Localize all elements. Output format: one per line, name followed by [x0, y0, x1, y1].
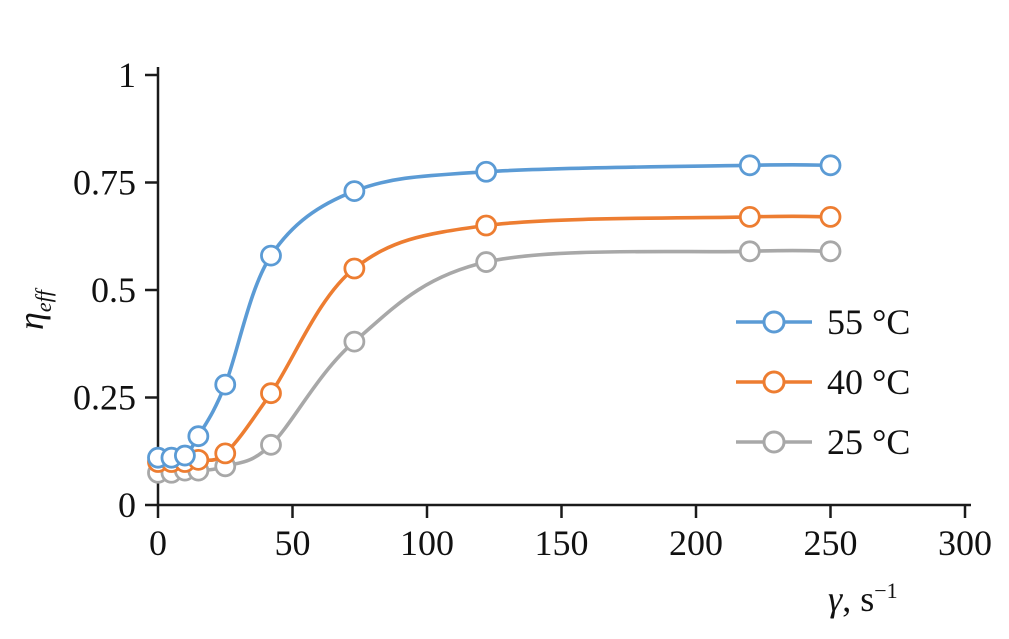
legend-marker-40c-icon: [736, 370, 812, 394]
series-marker-25°C: [475, 251, 498, 273]
y-tick-label: 0: [118, 485, 136, 525]
legend-label-40c: 40 °C: [827, 362, 911, 402]
legend-marker-25c-icon: [736, 430, 812, 454]
legend-item-55c: 55 °C: [733, 300, 910, 344]
legend-item-40c: 40 °C: [733, 360, 910, 404]
series-marker-55°C: [475, 160, 498, 183]
x-tick-label: 50: [275, 523, 311, 563]
x-tick-label: 0: [149, 523, 167, 563]
series-marker-40°C: [819, 205, 842, 228]
series-marker-55°C: [187, 425, 210, 448]
series-marker-55°C: [260, 244, 282, 267]
series-marker-25°C: [260, 433, 282, 456]
y-tick-label: 1: [118, 55, 136, 95]
series-marker-55°C: [173, 444, 196, 467]
y-axis-subscript: eff: [31, 290, 57, 313]
legend-label-25c: 25 °C: [827, 422, 911, 462]
series-marker-55°C: [343, 180, 366, 203]
legend: 55 °C 40 °C 25 °C: [733, 300, 910, 464]
legend-marker-55c-icon: [736, 310, 812, 334]
x-axis-exponent: −1: [874, 578, 898, 603]
x-tick-label: 250: [804, 523, 858, 563]
legend-item-25c: 25 °C: [733, 420, 910, 464]
series-marker-40°C: [214, 442, 237, 465]
series-marker-25°C: [819, 240, 842, 263]
y-axis-symbol: η: [11, 312, 51, 330]
y-tick-label: 0.75: [73, 163, 136, 203]
x-tick-label: 100: [400, 523, 454, 563]
series-marker-25°C: [343, 330, 366, 353]
y-tick-label: 0.25: [73, 378, 136, 418]
legend-label-55c: 55 °C: [827, 302, 911, 342]
series-marker-40°C: [343, 257, 366, 280]
y-tick-label: 0.5: [91, 270, 136, 310]
x-axis-symbol: γ: [828, 579, 843, 619]
series-line-55°C: [156, 163, 833, 460]
x-tick-label: 300: [938, 523, 992, 563]
x-axis-label: γ, s−1: [828, 578, 898, 620]
series-marker-55°C: [214, 373, 237, 396]
x-tick-label: 200: [669, 523, 723, 563]
x-axis-unit: , s: [842, 579, 875, 619]
y-axis-label: ηeff: [10, 250, 57, 370]
series-marker-40°C: [738, 205, 761, 228]
series-marker-55°C: [819, 154, 842, 177]
series-marker-40°C: [475, 214, 498, 237]
x-tick-label: 150: [535, 523, 589, 563]
series-marker-25°C: [738, 240, 761, 263]
series-marker-55°C: [738, 154, 761, 177]
series-marker-40°C: [260, 382, 282, 405]
